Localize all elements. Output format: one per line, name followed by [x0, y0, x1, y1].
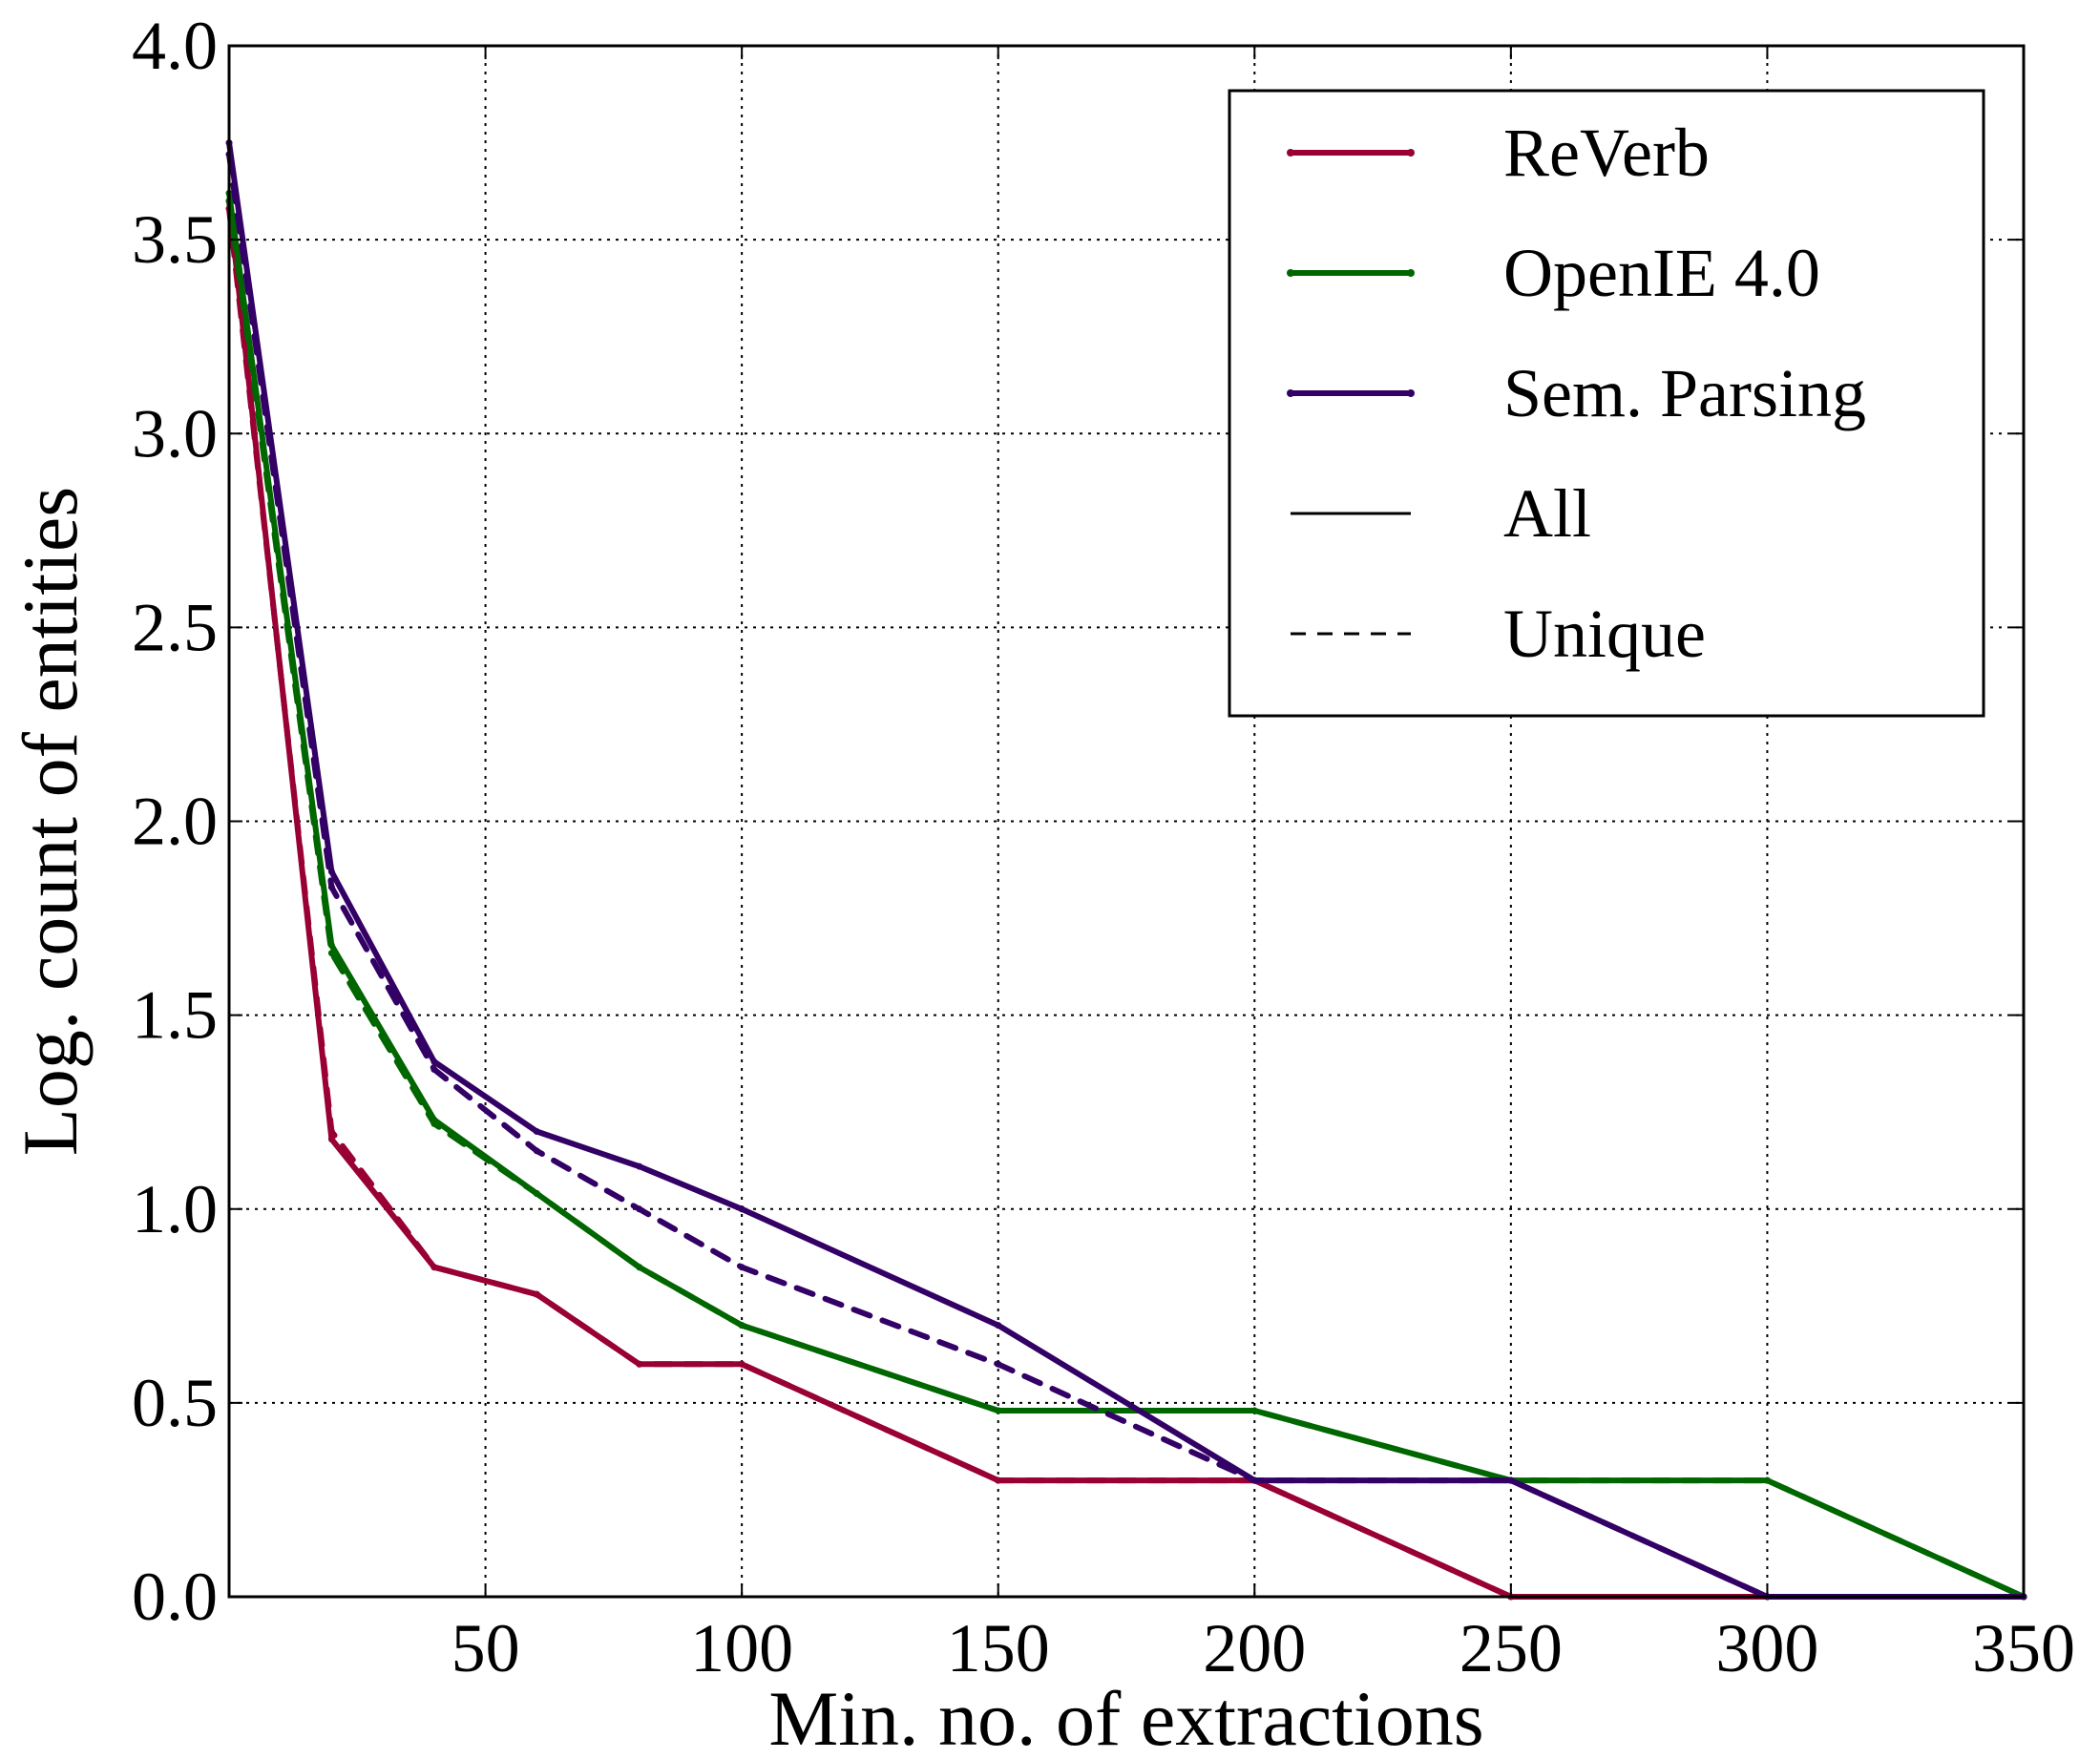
- data-point: [327, 884, 335, 891]
- data-point: [430, 1264, 438, 1271]
- x-tick-label: 150: [947, 1610, 1050, 1686]
- y-tick-label: 3.5: [132, 201, 218, 278]
- legend-item-openie: OpenIE 4.0: [1287, 235, 1820, 311]
- data-point: [636, 1360, 643, 1368]
- axis-ticks: [229, 45, 2025, 1598]
- legend: ReVerb OpenIE 4.0 Sem. Parsing All Uniqu…: [1228, 89, 1985, 718]
- legend-item-reverb: ReVerb: [1287, 115, 1710, 191]
- legend-label-openie: OpenIE 4.0: [1503, 235, 1820, 311]
- y-tick-label: 0.5: [132, 1365, 218, 1441]
- legend-marker: [1287, 269, 1294, 277]
- x-tick-label: 50: [452, 1610, 520, 1686]
- data-point: [636, 1264, 643, 1271]
- y-tick-label: 2.0: [132, 784, 218, 860]
- data-point: [430, 1066, 438, 1073]
- y-tick-label: 4.0: [132, 8, 218, 84]
- x-tick-labels: 50 100 150 200 250 300 350: [452, 1610, 2075, 1686]
- data-point: [533, 1128, 540, 1135]
- x-axis-label: Min. no. of extractions: [768, 1675, 1483, 1759]
- x-tick-label: 200: [1203, 1610, 1306, 1686]
- data-point: [327, 950, 335, 957]
- data-point: [533, 1190, 540, 1197]
- legend-marker: [1287, 389, 1294, 397]
- data-point: [1763, 1476, 1771, 1484]
- data-point: [327, 868, 335, 875]
- data-point: [430, 1057, 438, 1065]
- data-point: [738, 1205, 746, 1213]
- y-tick-label: 3.0: [132, 395, 218, 471]
- legend-label-reverb: ReVerb: [1503, 115, 1710, 191]
- y-tick-label: 0.0: [132, 1559, 218, 1635]
- legend-marker: [1407, 269, 1415, 277]
- y-axis-label: Log. count of entities: [7, 487, 94, 1156]
- data-point: [738, 1322, 746, 1330]
- data-point: [995, 1322, 1002, 1330]
- legend-item-unique: Unique: [1291, 596, 1706, 672]
- data-point: [738, 1264, 746, 1271]
- legend-box: [1228, 89, 1985, 718]
- data-point: [1507, 1476, 1515, 1484]
- x-tick-label: 250: [1460, 1610, 1563, 1686]
- data-point: [636, 1162, 643, 1170]
- y-tick-labels: 0.0 0.5 1.0 1.5 2.0 2.5 3.0 3.5 4.0: [132, 8, 218, 1635]
- data-point: [533, 1290, 540, 1298]
- legend-marker: [1407, 389, 1415, 397]
- data-point: [327, 1128, 335, 1135]
- y-tick-label: 1.5: [132, 977, 218, 1054]
- y-tick-label: 2.5: [132, 589, 218, 665]
- data-point: [995, 1407, 1002, 1414]
- legend-marker: [1407, 149, 1415, 157]
- legend-item-all: All: [1291, 475, 1591, 552]
- x-tick-label: 300: [1715, 1610, 1818, 1686]
- legend-label-unique: Unique: [1503, 596, 1706, 672]
- x-tick-label: 100: [690, 1610, 793, 1686]
- legend-label-all: All: [1503, 475, 1591, 552]
- data-point: [636, 1205, 643, 1213]
- y-tick-label: 1.0: [132, 1171, 218, 1247]
- data-point: [1250, 1407, 1258, 1414]
- legend-label-sem-parsing: Sem. Parsing: [1503, 355, 1866, 431]
- legend-item-sem-parsing: Sem. Parsing: [1287, 355, 1866, 431]
- data-point: [995, 1476, 1002, 1484]
- data-point: [1250, 1476, 1258, 1484]
- data-point: [533, 1147, 540, 1155]
- data-point: [995, 1360, 1002, 1368]
- data-point: [738, 1360, 746, 1368]
- legend-marker: [1287, 149, 1294, 157]
- data-point: [430, 1120, 438, 1127]
- x-tick-label: 350: [1972, 1610, 2075, 1686]
